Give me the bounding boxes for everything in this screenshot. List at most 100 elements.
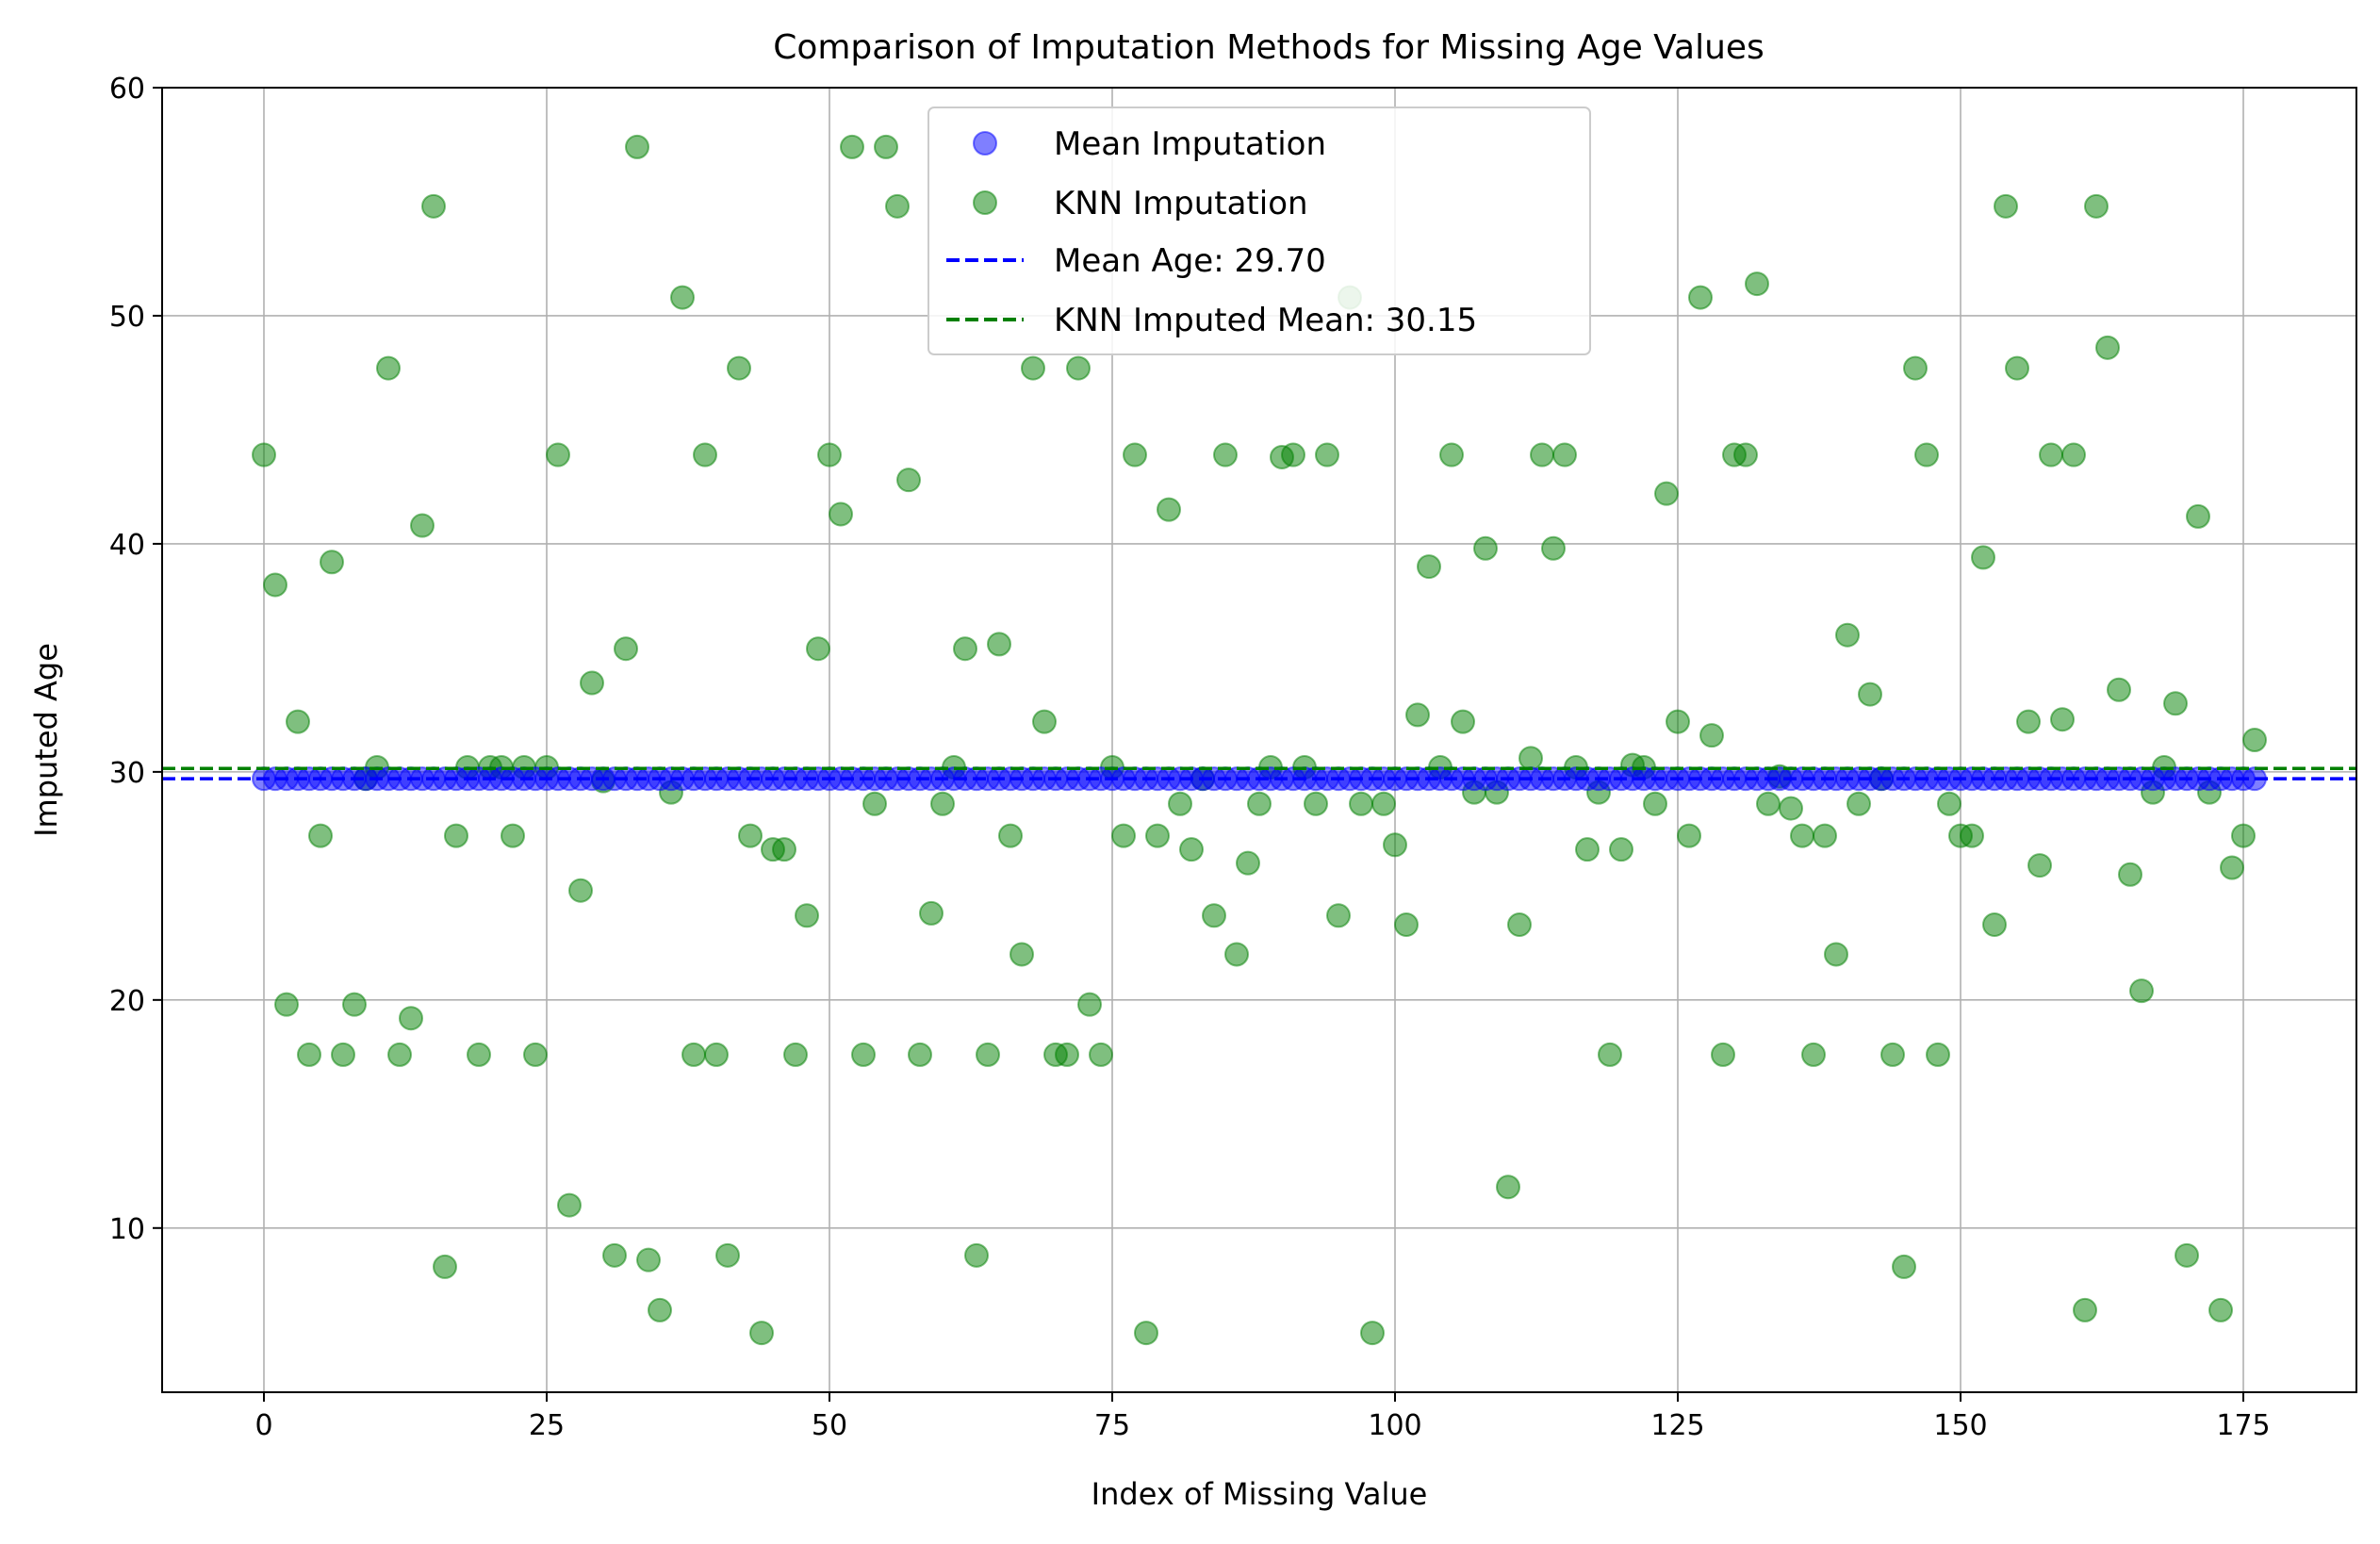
knn-point (862, 791, 887, 816)
knn-point (1451, 709, 1475, 734)
knn-point (919, 900, 944, 926)
y-tick-label: 10 (109, 1213, 145, 1246)
knn-point (2073, 1297, 2097, 1322)
knn-point (1349, 791, 1373, 816)
knn-point (851, 1042, 876, 1067)
chart-title: Comparison of Imputation Methods for Mis… (773, 28, 1764, 67)
knn-point (1326, 903, 1351, 928)
knn-point (2016, 709, 2041, 734)
knn-point (1315, 442, 1339, 468)
knn-point (2005, 355, 2029, 381)
knn-point (1168, 791, 1192, 816)
knn-point (964, 1242, 989, 1268)
knn-point (286, 709, 310, 734)
y-axis-ticks: 10 20 30 40 50 60 (109, 73, 162, 1246)
knn-point (1077, 992, 1102, 1017)
legend-label-mean: Mean Imputation (1054, 125, 1326, 163)
knn-point (806, 636, 830, 662)
knn-point (2208, 1297, 2233, 1322)
y-tick-label: 50 (109, 301, 145, 334)
knn-point (1394, 912, 1419, 937)
knn-point (444, 823, 468, 848)
x-axis-ticks: 0 25 50 75 100 125 150 175 (254, 1392, 2271, 1442)
knn-point (557, 1192, 582, 1218)
knn-point (331, 1042, 355, 1067)
knn-point (2050, 707, 2075, 732)
knn-point (433, 1254, 457, 1279)
knn-point (2095, 335, 2120, 360)
knn-point (1157, 497, 1181, 522)
knn-point (727, 355, 751, 381)
knn-point (1824, 942, 1848, 967)
knn-point (1813, 823, 1837, 848)
knn-point (1405, 702, 1430, 728)
x-tick-label: 0 (254, 1409, 272, 1442)
knn-point (648, 1297, 672, 1322)
knn-point (1032, 709, 1057, 734)
knn-point (1111, 823, 1136, 848)
knn-point (2107, 677, 2131, 702)
knn-point (263, 572, 287, 598)
knn-point (1994, 193, 2018, 219)
knn-point (1960, 823, 1984, 848)
knn-point (829, 501, 853, 527)
knn-point (546, 442, 570, 468)
knn-point (1123, 442, 1147, 468)
knn-point (421, 193, 446, 219)
knn-point (580, 670, 604, 696)
knn-point (681, 1042, 706, 1067)
knn-point (297, 1042, 321, 1067)
knn-point (2118, 862, 2142, 887)
knn-point (1666, 709, 1690, 734)
knn-point (1677, 823, 1701, 848)
knn-point (874, 134, 898, 159)
knn-point (1134, 1321, 1158, 1346)
knn-point (1473, 535, 1498, 561)
knn-point (1903, 355, 1928, 381)
knn-point (1880, 1042, 1905, 1067)
knn-point (1383, 832, 1407, 858)
knn-point (1518, 746, 1543, 771)
knn-point (376, 355, 401, 381)
knn-point (1281, 442, 1305, 468)
knn-point (1066, 355, 1091, 381)
knn-point (1439, 442, 1464, 468)
knn-point (1926, 1042, 1950, 1067)
knn-point (1089, 1042, 1113, 1067)
knn-point (1224, 942, 1249, 967)
plot-spine (161, 87, 2357, 1393)
knn-point (1360, 1321, 1385, 1346)
knn-point (1371, 791, 1396, 816)
knn-point (1236, 850, 1260, 876)
knn-point (1541, 535, 1566, 561)
knn-point (1937, 791, 1961, 816)
x-tick-label: 175 (2216, 1409, 2270, 1442)
knn-point (885, 193, 910, 219)
y-axis-label: Imputed Age (28, 643, 64, 837)
knn-point (602, 1242, 627, 1268)
x-tick-label: 125 (1650, 1409, 1704, 1442)
knn-point (2061, 442, 2086, 468)
knn-point (274, 992, 299, 1017)
knn-point (1699, 723, 1724, 748)
knn-point (1609, 837, 1633, 862)
knn-point (817, 442, 842, 468)
knn-point (1055, 1042, 1079, 1067)
knn-point (1982, 912, 2007, 937)
knn-point (1202, 903, 1226, 928)
legend-marker-mean (973, 131, 997, 156)
knn-point (976, 1042, 1000, 1067)
knn-point (930, 791, 955, 816)
knn-point (1858, 682, 1882, 707)
knn-point (896, 468, 921, 493)
knn-point (636, 1247, 661, 1273)
knn-point (1779, 796, 1803, 821)
knn-point (998, 823, 1023, 848)
knn-point (704, 1042, 729, 1067)
knn-point (795, 903, 819, 928)
y-tick-label: 30 (109, 757, 145, 790)
knn-point (2163, 691, 2188, 716)
knn-imputation-points (252, 134, 2267, 1346)
knn-point (1835, 622, 1860, 648)
